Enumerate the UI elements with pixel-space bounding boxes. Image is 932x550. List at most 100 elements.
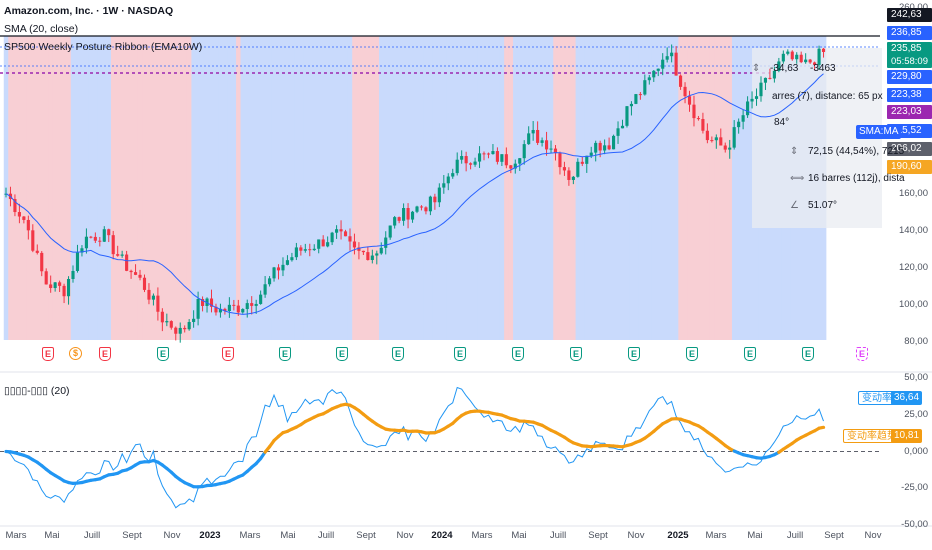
ribbon-segment [213,36,219,340]
ribbon-segment [352,36,358,340]
earnings-marker[interactable]: E [744,347,756,361]
ribbon-segment [312,36,318,340]
ribbon-segment [285,36,291,340]
roc-line [5,386,824,509]
ribbon-segment [557,36,563,340]
earnings-marker[interactable]: E [628,347,640,361]
candle-body [218,308,222,313]
time-tick-label: Mai [511,530,527,541]
earnings-marker[interactable]: E [99,347,111,361]
ribbon-segment [137,36,143,340]
sma-badge: SMA:MA [856,125,902,139]
candle-body [585,155,589,164]
ribbon-segment [102,36,108,340]
ribbon-segment [593,36,599,340]
ribbon-segment [629,36,635,340]
ribbon-segment [186,36,192,340]
candle-body [799,54,803,63]
sma-legend[interactable]: SMA (20, close) [4,23,79,35]
symbol-legend[interactable]: Amazon.com, Inc. · 1W · NASDAQ [4,5,174,17]
candle-body [303,249,307,251]
candle-body [808,59,812,63]
candle-body [594,142,598,153]
ribbon-segment [597,36,603,340]
ribbon-segment [276,36,282,340]
candle-body [759,82,763,97]
ribbon-segment [727,36,733,340]
ribbon-segment [169,36,175,340]
ribbon-segment [584,36,590,340]
candle-body [102,229,106,242]
ribbon-legend[interactable]: SP500 Weekly Posture Ribbon (EMA10W) [4,41,203,53]
ribbon-segment [218,36,224,340]
ribbon-segment [736,36,742,340]
candle-body [138,274,142,278]
earnings-marker[interactable]: E [392,347,404,361]
ribbon-segment [280,36,286,340]
measure-top-right: -3463 [810,63,836,74]
candle-body [343,231,348,237]
ribbon-segment [642,36,648,340]
candle-body [710,140,714,142]
osc-tick-label: 50,00 [904,372,928,383]
candle-body [89,236,93,238]
candle-body [84,236,88,249]
earnings-marker[interactable]: E [802,347,814,361]
earnings-marker[interactable]: E [336,347,348,361]
candle-body [692,104,696,119]
candle-body [817,48,821,65]
candle-body [268,278,272,285]
trend-value-badge: 10,81 [891,429,923,443]
dividend-marker[interactable]: $ [69,347,82,360]
ribbon-segment [392,36,398,340]
candle-body [433,196,437,203]
candle-body [290,257,294,261]
earnings-marker[interactable]: E [856,347,868,361]
candle-body [352,241,357,248]
candle-body [335,229,339,233]
oscillator-legend[interactable]: ▯▯▯▯-▯▯▯ (20) [4,385,70,397]
earnings-marker[interactable]: E [454,347,466,361]
earnings-marker[interactable]: E [686,347,698,361]
candle-body [638,94,642,96]
candle-body [98,240,102,242]
candle-body [455,159,459,174]
ribbon-segment [128,36,134,340]
earnings-marker[interactable]: E [512,347,524,361]
ribbon-segment [383,36,389,340]
ribbon-segment [580,36,586,340]
candle-body [544,140,549,150]
earnings-marker[interactable]: E [279,347,291,361]
earnings-marker[interactable]: E [157,347,169,361]
ribbon-segment [539,36,545,340]
candle-body [361,250,365,253]
candle-body [44,271,48,285]
ribbon-segment [410,36,416,340]
candle-body [732,127,736,148]
ribbon-segment [544,36,550,340]
candle-body [406,208,410,220]
ribbon-segment [160,36,166,340]
ribbon-segment [562,36,568,340]
earnings-marker[interactable]: E [570,347,582,361]
ribbon-segment [669,36,675,340]
ribbon-segment [329,36,335,340]
time-tick-label: 2024 [431,530,453,541]
candle-body [259,294,263,304]
candle-body [254,303,258,306]
ribbon-segment [575,36,581,340]
price-tag-value: 223,03 [891,106,922,117]
ribbon-segment [723,36,729,340]
candle-body [491,151,495,155]
price-tag-value: 190,60 [891,161,922,172]
earnings-marker[interactable]: E [42,347,54,361]
ribbon-segment [379,36,385,340]
ribbon-segment [714,36,720,340]
candle-body [500,154,504,162]
candle-body [714,137,718,141]
candle-body [53,282,57,289]
candle-body [339,229,343,232]
candle-body [701,118,705,131]
earnings-marker[interactable]: E [222,347,234,361]
